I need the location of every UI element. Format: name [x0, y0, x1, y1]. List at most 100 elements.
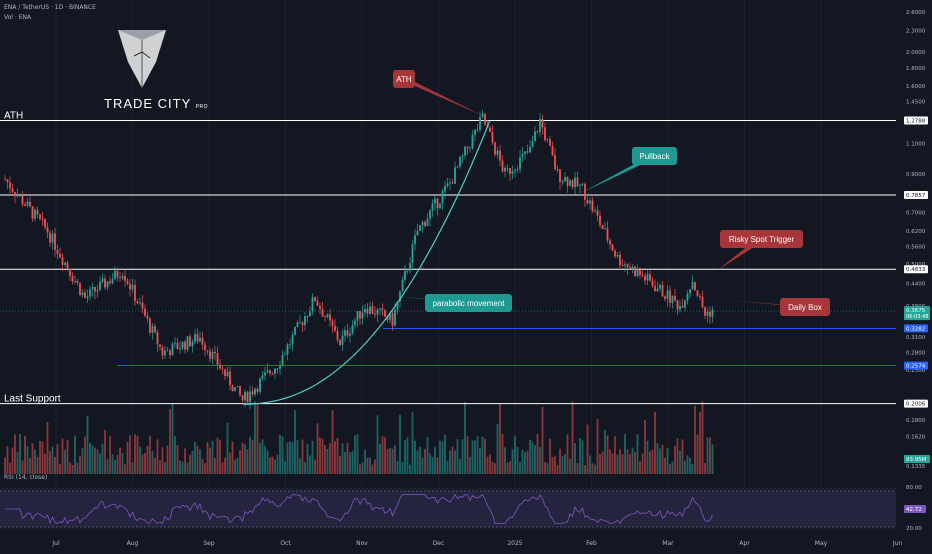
volume-bar [159, 460, 161, 474]
volume-bar [416, 450, 419, 474]
volume-bar [424, 449, 426, 474]
candle-body [289, 344, 291, 345]
volume-bar [546, 463, 549, 474]
annotation-box[interactable] [720, 230, 803, 248]
volume-bar [69, 462, 71, 474]
candle-body [571, 180, 574, 188]
volume-bar [419, 446, 421, 474]
volume-bar [286, 442, 289, 474]
price-tick-label: 1.8000 [906, 66, 926, 72]
time-tick-label: Nov [356, 540, 368, 547]
volume-bar [686, 455, 689, 474]
volume-bar [49, 451, 51, 474]
volume-bar [614, 436, 616, 474]
candle-body [104, 278, 106, 288]
volume-bar [669, 464, 671, 474]
volume-bar [269, 457, 271, 474]
candle-body [151, 326, 154, 333]
volume-bar [104, 429, 106, 474]
volume-bar [624, 433, 626, 474]
volume-bar [386, 448, 389, 474]
candle-body [421, 221, 424, 226]
volume-bar [649, 451, 651, 474]
candle-body [576, 177, 579, 186]
candle-body [491, 132, 494, 143]
volume-bar [476, 436, 479, 474]
candle-body [516, 169, 519, 171]
price-tick-label: 2.0000 [906, 50, 926, 56]
candle-body [314, 297, 316, 302]
volume-bar [591, 463, 594, 474]
volume-bar [36, 456, 39, 474]
candle-body [284, 354, 286, 356]
price-tick-label: 2.3000 [906, 29, 926, 35]
level-label: Last Support [4, 394, 61, 405]
candle-body [561, 181, 564, 183]
candle-body [639, 270, 641, 276]
candle-body [286, 344, 289, 355]
candle-body [579, 184, 581, 186]
candle-body [636, 270, 639, 276]
annotation-box[interactable] [393, 70, 415, 88]
volume-bar [321, 438, 324, 474]
volume-bar [509, 461, 511, 474]
candle-body [16, 195, 19, 197]
candle-body [709, 311, 711, 317]
candle-body [251, 391, 254, 395]
volume-bar [684, 460, 686, 474]
volume-bar [201, 458, 204, 474]
volume-bar [544, 461, 546, 474]
volume-bar [304, 462, 306, 474]
candle-body [76, 280, 79, 283]
level-price-badge-text: 0.4833 [906, 267, 926, 273]
volume-bar [371, 464, 374, 474]
candle-body [141, 302, 144, 309]
candle-body [599, 215, 601, 225]
volume-bar [326, 449, 329, 474]
volume-bar [496, 424, 499, 474]
level-price-badge [904, 361, 928, 370]
volume-bar [236, 458, 239, 474]
volume-bar [264, 446, 266, 474]
candle-body [36, 209, 39, 215]
volume-bar [174, 436, 176, 474]
candle-body [389, 313, 391, 321]
candle-body [69, 268, 71, 277]
volume-bar [414, 440, 416, 474]
candle-body [496, 150, 499, 155]
volume-bar [4, 457, 6, 474]
volume-bar [429, 453, 431, 474]
candle-body [566, 177, 569, 186]
volume-bar [401, 462, 404, 474]
parabolic-curve [242, 120, 491, 405]
volume-bar [294, 410, 296, 474]
volume-bar [124, 464, 126, 474]
volume-bar [284, 461, 286, 474]
volume-bar [664, 458, 666, 474]
price-axis[interactable]: 2.6000 2.3000 2.0000 1.8000 1.6000 1.4500 1.10… [896, 0, 932, 550]
volume-bar [689, 457, 691, 474]
volume-bar [551, 457, 554, 474]
candle-body [381, 308, 384, 311]
volume-bar [9, 462, 11, 474]
annotation-box[interactable] [780, 298, 830, 316]
volume-bar [336, 437, 339, 474]
volume-bar [559, 448, 561, 474]
volume-bar [216, 437, 219, 474]
volume-bar [121, 452, 124, 474]
level-price-badge-text: 0.7857 [906, 193, 926, 199]
volume-bar [506, 462, 509, 474]
candle-body [201, 337, 204, 345]
volume-bar [604, 429, 606, 474]
candle-body [116, 270, 119, 278]
annotation-box[interactable] [425, 294, 512, 312]
candle-body [269, 370, 271, 374]
annotation-box[interactable] [632, 147, 677, 165]
volume-bar [266, 450, 269, 474]
rsi-line [5, 493, 713, 525]
volume-bar [629, 454, 631, 474]
time-axis[interactable]: Jul Aug Sep Oct Nov Dec 2025 Feb Mar Apr May Jun [0, 533, 902, 550]
annotation-label: parabolic movement [432, 299, 505, 308]
volume-bar [239, 450, 241, 474]
